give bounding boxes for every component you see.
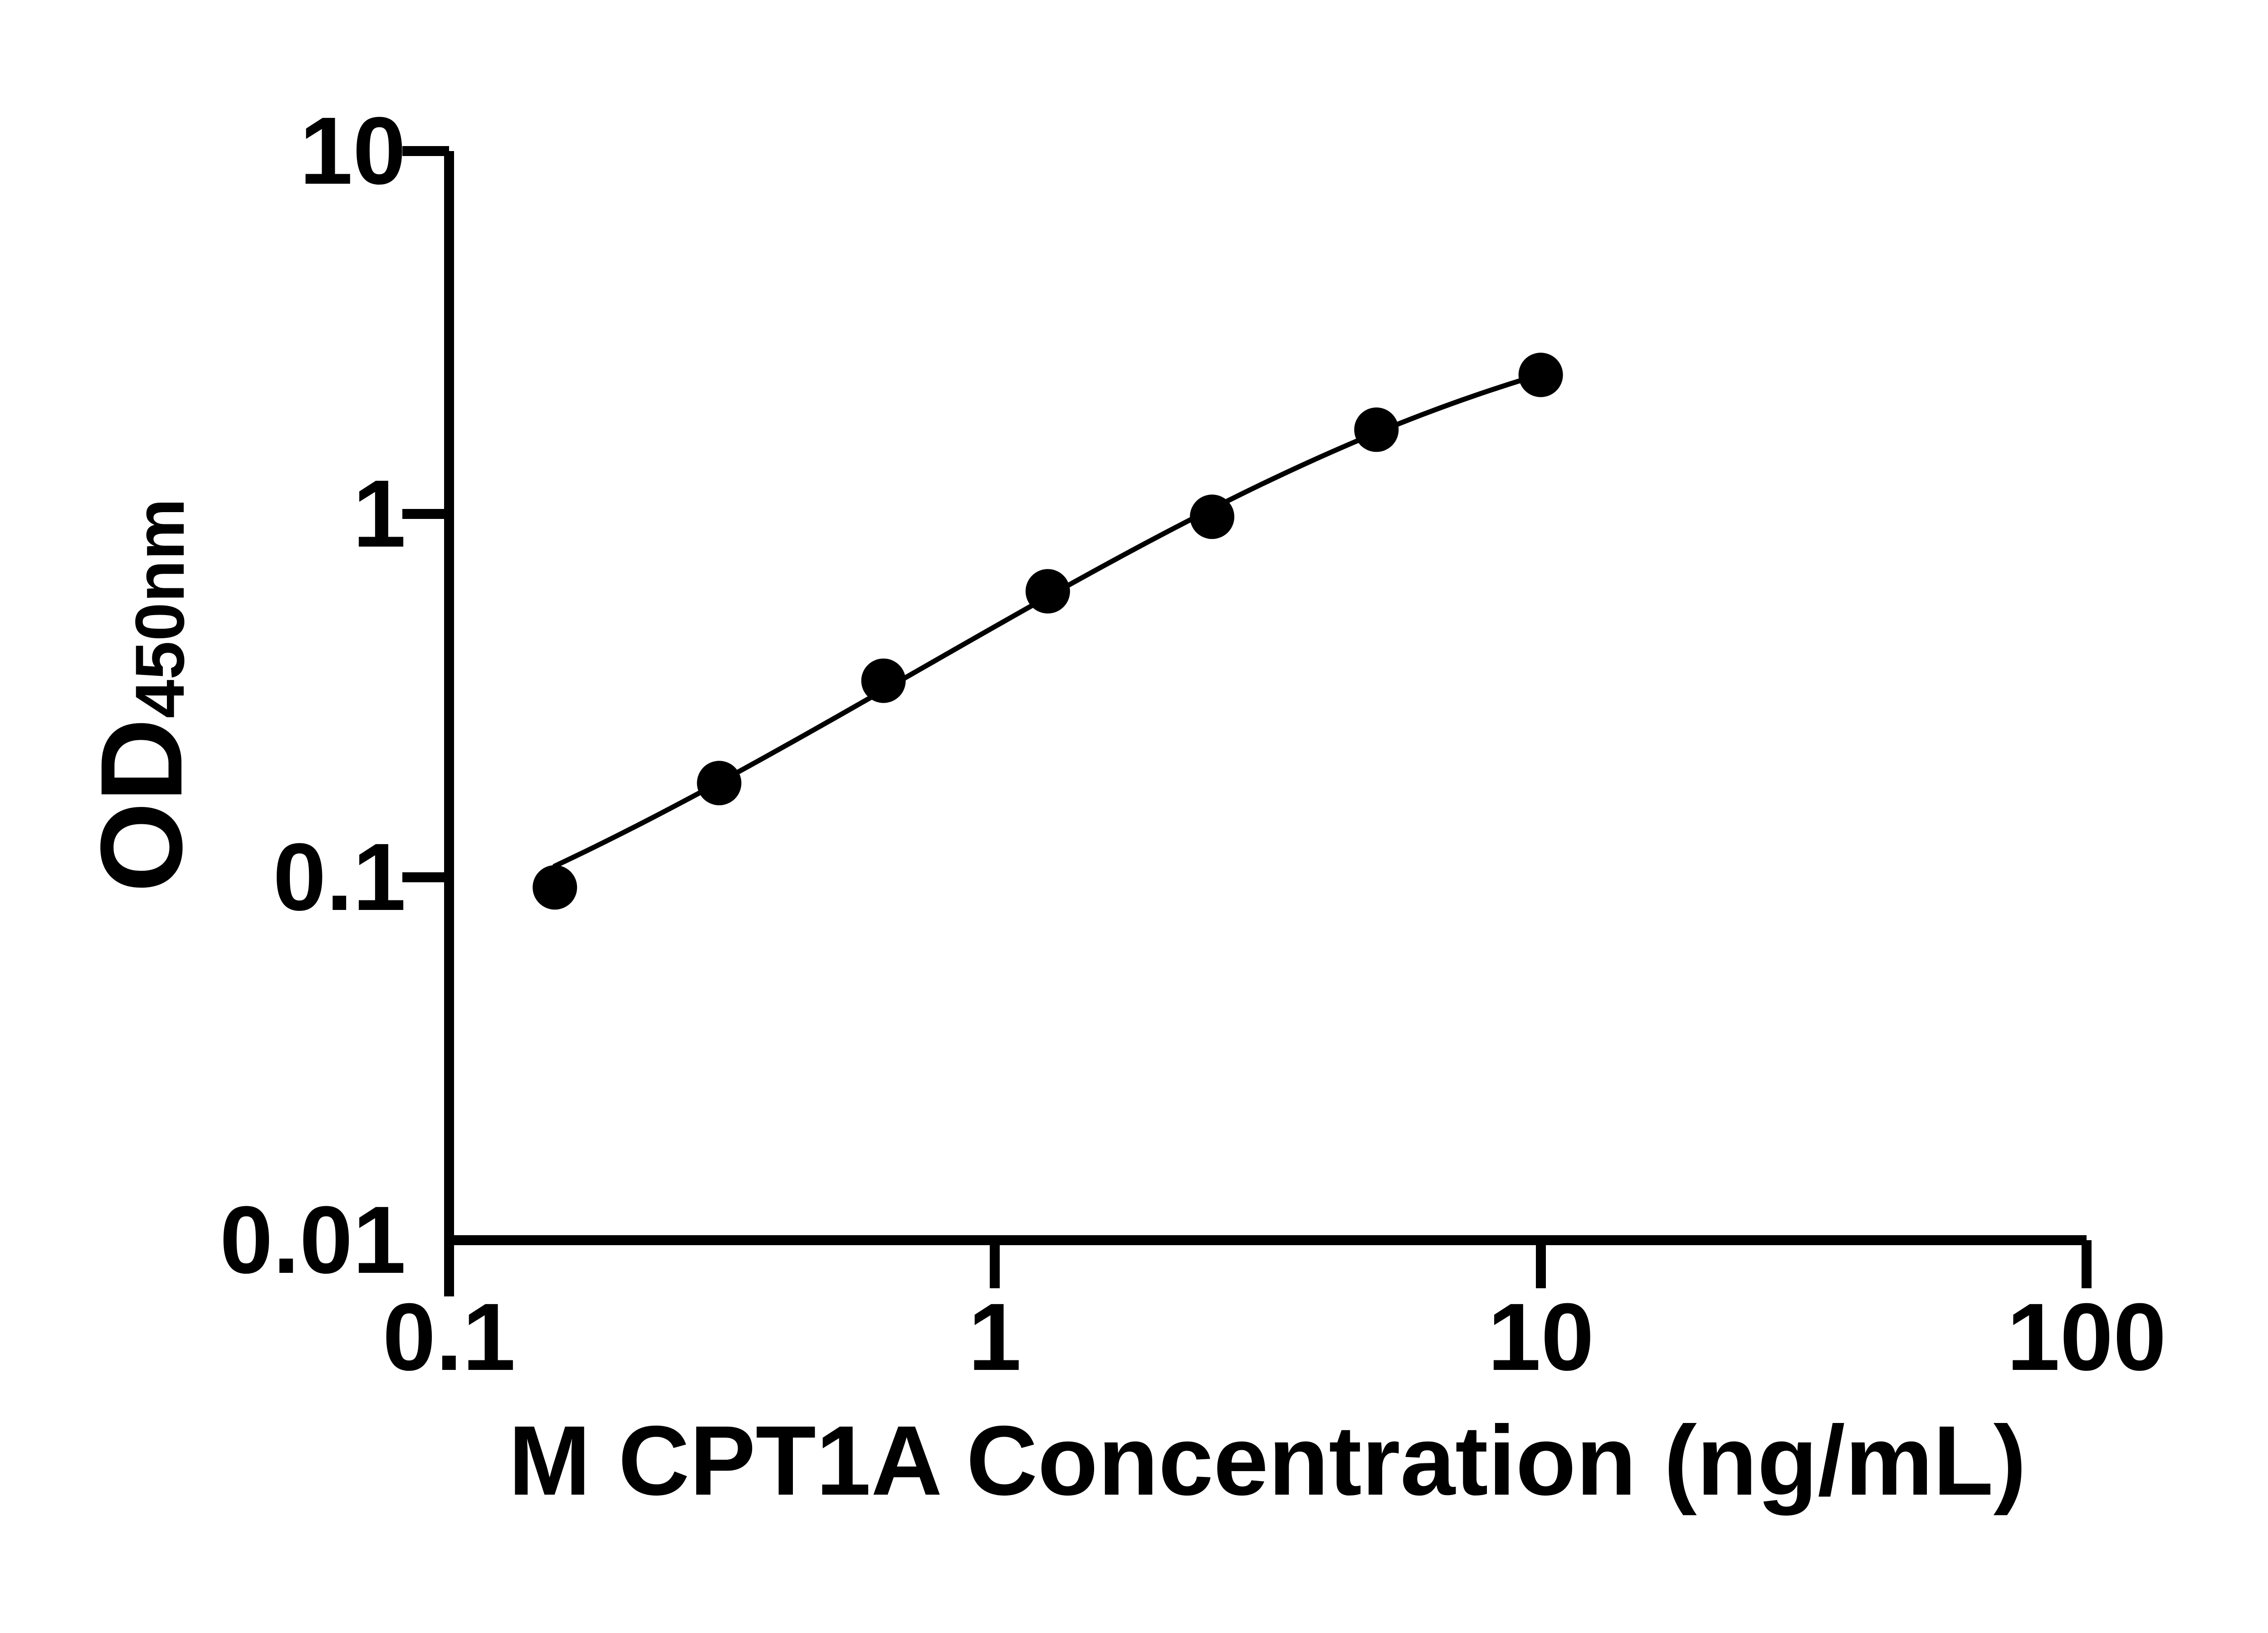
svg-text:10: 10 xyxy=(299,97,406,204)
svg-text:M CPT1A Concentration (ng/mL): M CPT1A Concentration (ng/mL) xyxy=(508,1406,2027,1516)
svg-text:1: 1 xyxy=(968,1283,1021,1390)
svg-text:0.01: 0.01 xyxy=(220,1186,406,1293)
svg-text:0.1: 0.1 xyxy=(273,823,406,930)
svg-text:0.1: 0.1 xyxy=(382,1283,515,1390)
svg-text:1: 1 xyxy=(353,460,406,567)
svg-text:10: 10 xyxy=(1488,1283,1594,1390)
svg-text:100: 100 xyxy=(2007,1283,2166,1390)
